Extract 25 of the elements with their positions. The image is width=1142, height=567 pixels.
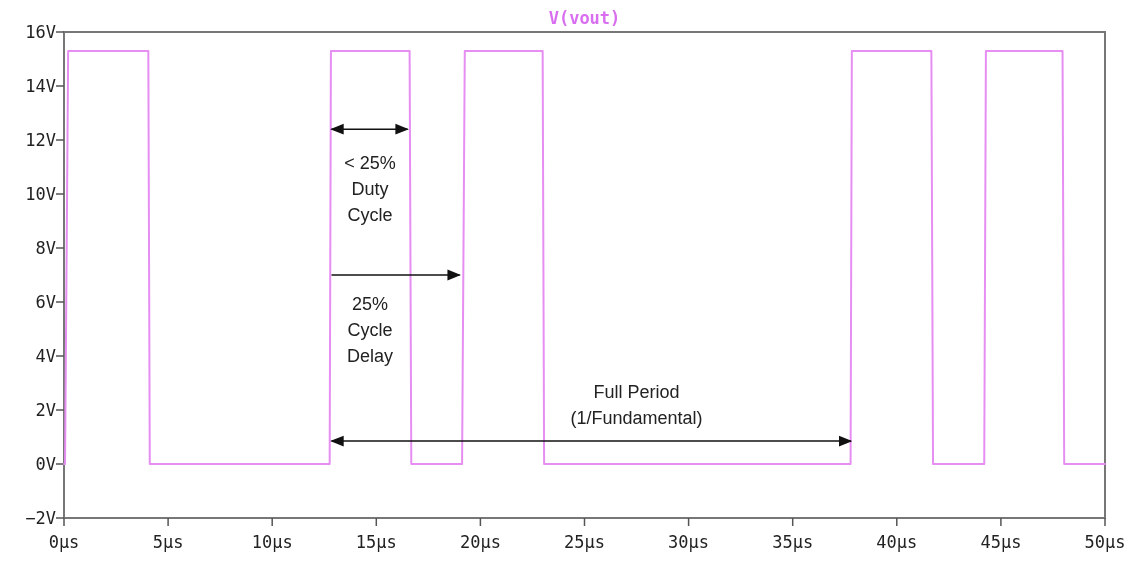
y-tick-label: −2V [25,508,56,528]
y-tick-label: 14V [25,76,56,96]
x-tick-label: 10µs [251,532,293,552]
x-tick-label: 35µs [772,532,814,552]
x-tick-label: 20µs [459,532,501,552]
x-tick-label: 25µs [564,532,605,552]
y-tick-label: 8V [35,238,56,258]
x-tick-label: 30µs [668,532,710,552]
y-tick-label: 10V [25,184,56,204]
x-tick-label: 0µs [48,532,80,552]
annotation: < 25% Duty Cycle [344,152,396,225]
y-tick-label: 4V [35,346,56,366]
x-tick-label: 5µs [152,532,184,552]
chart-title: V(vout) [548,8,621,28]
x-tick-label: 50µs [1084,532,1126,552]
annotation: Full Period (1/Fundamental) [570,381,703,428]
y-tick-label: 2V [35,400,56,420]
y-tick-label: 6V [35,292,56,312]
annotation: 25% Cycle Delay [347,294,394,367]
x-tick-label: 15µs [355,532,397,552]
y-tick-label: 12V [25,130,56,150]
y-tick-label: 16V [25,22,56,42]
x-tick-label: 40µs [876,532,918,552]
y-tick-label: 0V [35,454,56,474]
x-tick-label: 45µs [980,532,1022,552]
